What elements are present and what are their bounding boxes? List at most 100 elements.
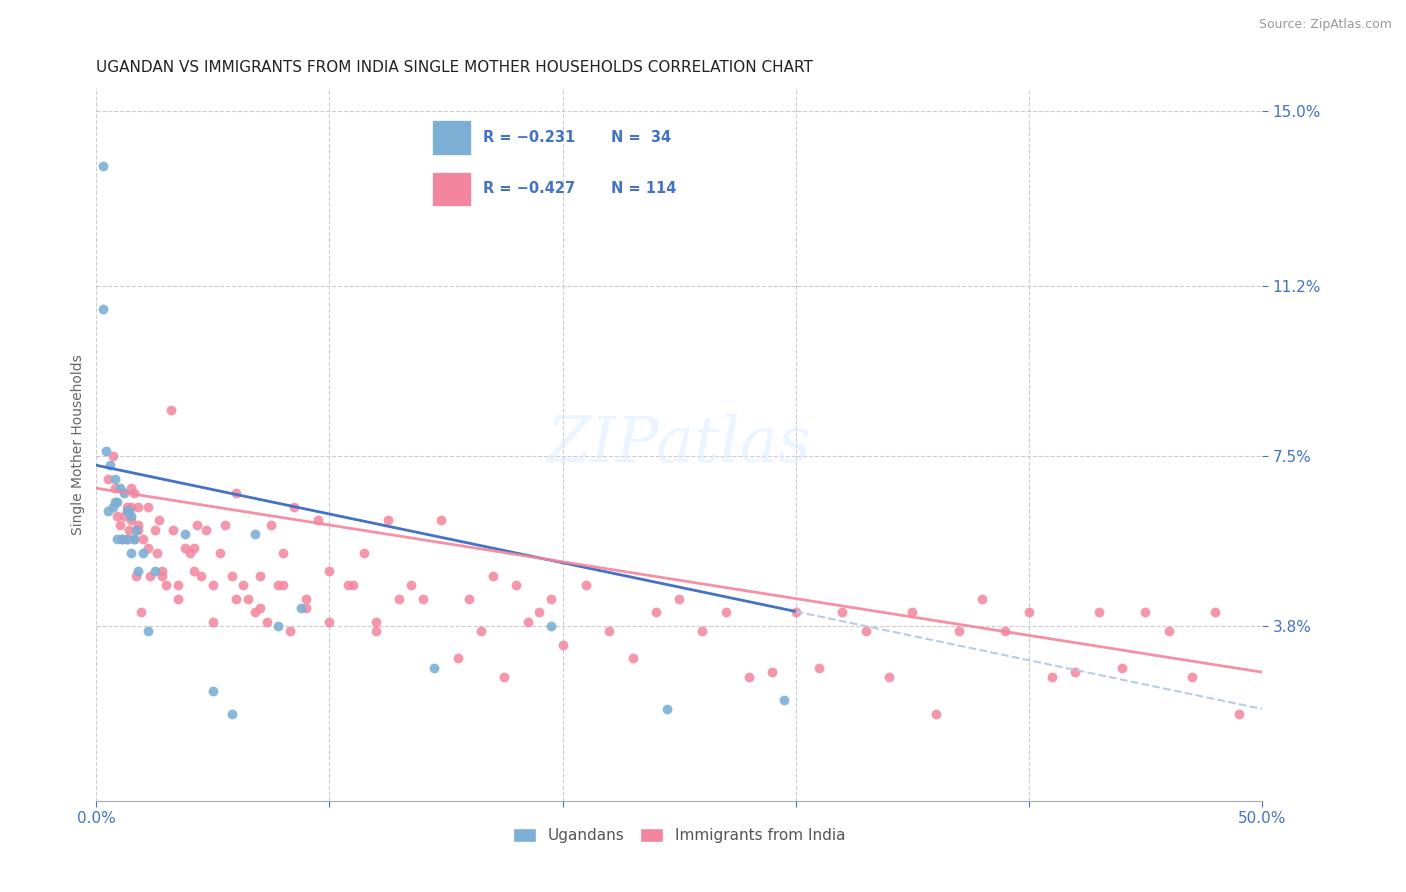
Point bbox=[122, 532, 145, 546]
Point bbox=[118, 523, 141, 537]
Point bbox=[598, 624, 620, 638]
Point bbox=[120, 500, 142, 514]
Point bbox=[150, 564, 173, 578]
Point bbox=[201, 578, 224, 592]
Point bbox=[808, 660, 831, 674]
Point bbox=[214, 518, 236, 533]
Point bbox=[236, 591, 259, 606]
Point bbox=[93, 160, 115, 174]
Point bbox=[1040, 670, 1063, 684]
Point bbox=[148, 513, 170, 527]
Point bbox=[97, 504, 120, 518]
Point bbox=[97, 472, 120, 486]
Legend: Ugandans, Immigrants from India: Ugandans, Immigrants from India bbox=[513, 828, 845, 843]
Point bbox=[1064, 665, 1087, 680]
Point bbox=[529, 606, 551, 620]
Point bbox=[714, 606, 737, 620]
Point bbox=[162, 523, 184, 537]
Point bbox=[183, 564, 205, 578]
Point bbox=[127, 523, 149, 537]
Point bbox=[127, 500, 149, 514]
Point bbox=[115, 532, 138, 546]
Point bbox=[388, 591, 411, 606]
Point bbox=[232, 578, 254, 592]
Point bbox=[201, 615, 224, 629]
Point bbox=[143, 564, 166, 578]
Point bbox=[105, 495, 128, 509]
Point bbox=[112, 486, 135, 500]
Point bbox=[167, 578, 190, 592]
Point bbox=[1018, 606, 1040, 620]
Point bbox=[738, 670, 761, 684]
Point bbox=[101, 449, 124, 463]
Point bbox=[221, 706, 243, 721]
Point bbox=[295, 600, 318, 615]
Point bbox=[412, 591, 434, 606]
Point bbox=[143, 523, 166, 537]
Point bbox=[972, 591, 994, 606]
Point bbox=[105, 532, 128, 546]
Point bbox=[127, 518, 149, 533]
Point bbox=[115, 504, 138, 518]
Point bbox=[318, 564, 340, 578]
Point bbox=[136, 541, 159, 555]
Point bbox=[430, 513, 453, 527]
Point bbox=[621, 651, 644, 665]
Point bbox=[447, 651, 470, 665]
Point bbox=[120, 513, 142, 527]
Point bbox=[364, 615, 387, 629]
Point bbox=[120, 508, 142, 523]
Point bbox=[105, 508, 128, 523]
Point bbox=[208, 546, 231, 560]
Point bbox=[494, 670, 516, 684]
Point bbox=[423, 660, 446, 674]
Point bbox=[256, 615, 278, 629]
Point bbox=[924, 706, 946, 721]
Point bbox=[994, 624, 1017, 638]
Point bbox=[127, 564, 149, 578]
Point bbox=[1087, 606, 1109, 620]
Point bbox=[125, 568, 148, 582]
Point bbox=[773, 692, 796, 706]
Point bbox=[657, 702, 679, 716]
Point bbox=[108, 481, 131, 495]
Point bbox=[183, 541, 205, 555]
Point bbox=[260, 518, 283, 533]
Point bbox=[353, 546, 375, 560]
Point bbox=[136, 624, 159, 638]
Point bbox=[225, 486, 247, 500]
Point bbox=[194, 523, 217, 537]
Point bbox=[249, 600, 271, 615]
Point bbox=[337, 578, 360, 592]
Point bbox=[174, 541, 197, 555]
Point bbox=[120, 546, 142, 560]
Point bbox=[243, 606, 266, 620]
Point bbox=[174, 527, 197, 541]
Point bbox=[115, 532, 138, 546]
Point bbox=[1135, 606, 1157, 620]
Point bbox=[458, 591, 481, 606]
Point bbox=[132, 546, 155, 560]
Point bbox=[295, 591, 318, 606]
Point bbox=[1204, 606, 1226, 620]
Point bbox=[122, 486, 145, 500]
Point bbox=[948, 624, 970, 638]
Point bbox=[136, 500, 159, 514]
Point bbox=[104, 472, 127, 486]
Text: UGANDAN VS IMMIGRANTS FROM INDIA SINGLE MOTHER HOUSEHOLDS CORRELATION CHART: UGANDAN VS IMMIGRANTS FROM INDIA SINGLE … bbox=[97, 60, 813, 75]
Point bbox=[877, 670, 900, 684]
Point bbox=[146, 546, 169, 560]
Point bbox=[155, 578, 177, 592]
Point bbox=[470, 624, 492, 638]
Point bbox=[139, 568, 162, 582]
Point bbox=[101, 500, 124, 514]
Point bbox=[342, 578, 364, 592]
Point bbox=[575, 578, 598, 592]
Text: ZIPatlas: ZIPatlas bbox=[547, 414, 811, 475]
Point bbox=[160, 403, 183, 417]
Point bbox=[831, 606, 853, 620]
Point bbox=[668, 591, 690, 606]
Point bbox=[551, 638, 574, 652]
Point bbox=[364, 624, 387, 638]
Point bbox=[1181, 670, 1204, 684]
